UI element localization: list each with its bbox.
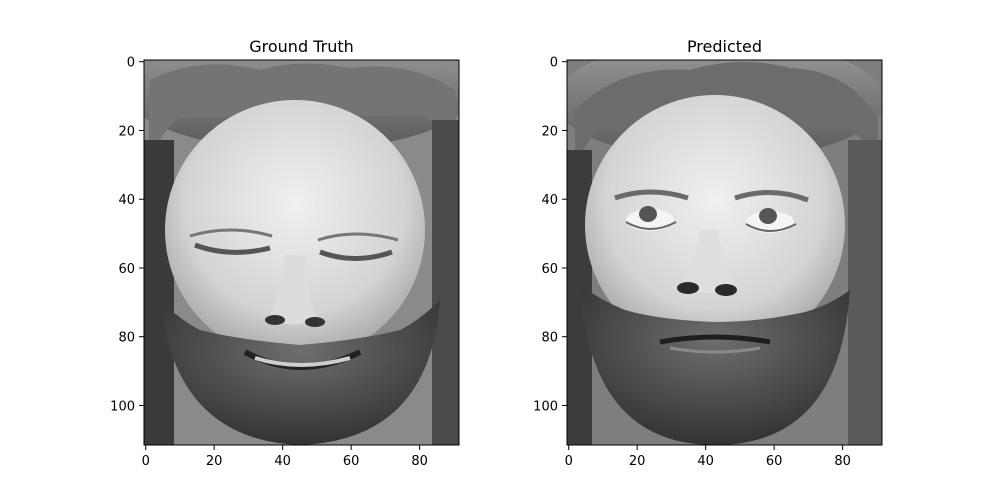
chart-title: Predicted (687, 37, 762, 56)
x-tick-label: 80 (834, 454, 851, 469)
x-tick-label: 0 (142, 454, 150, 469)
y-tick-label: 60 (541, 262, 558, 277)
x-tick-label: 40 (697, 454, 714, 469)
y-tick-label: 100 (110, 399, 135, 414)
y-tick-label: 0 (550, 56, 558, 71)
panel-ground-truth: Ground Truth (110, 37, 460, 469)
axis-ticks: 0 20 40 60 80 0 20 40 60 80 100 (533, 56, 851, 469)
x-tick-label: 60 (766, 454, 783, 469)
axes-frame: 0 20 40 60 80 0 20 40 60 80 100 (533, 56, 883, 469)
y-tick-label: 0 (127, 56, 135, 71)
y-tick-label: 80 (118, 331, 135, 346)
y-tick-label: 40 (118, 193, 135, 208)
x-tick-label: 80 (411, 454, 428, 469)
y-tick-label: 20 (118, 124, 135, 139)
face-image (144, 60, 459, 445)
face-image (567, 60, 882, 445)
x-tick-label: 0 (565, 454, 573, 469)
x-tick-label: 40 (274, 454, 291, 469)
axis-ticks: 0 20 40 60 80 0 20 40 60 80 100 (110, 56, 428, 469)
y-tick-label: 20 (541, 124, 558, 139)
y-tick-label: 80 (541, 331, 558, 346)
x-tick-label: 20 (629, 454, 646, 469)
x-tick-label: 20 (206, 454, 223, 469)
y-tick-label: 100 (533, 399, 558, 414)
chart-title: Ground Truth (249, 37, 354, 56)
axes-frame: 0 20 40 60 80 0 20 40 60 80 100 (110, 56, 460, 469)
y-tick-label: 60 (118, 262, 135, 277)
panel-predicted: Predicted (533, 37, 883, 469)
x-tick-label: 60 (343, 454, 360, 469)
y-tick-label: 40 (541, 193, 558, 208)
